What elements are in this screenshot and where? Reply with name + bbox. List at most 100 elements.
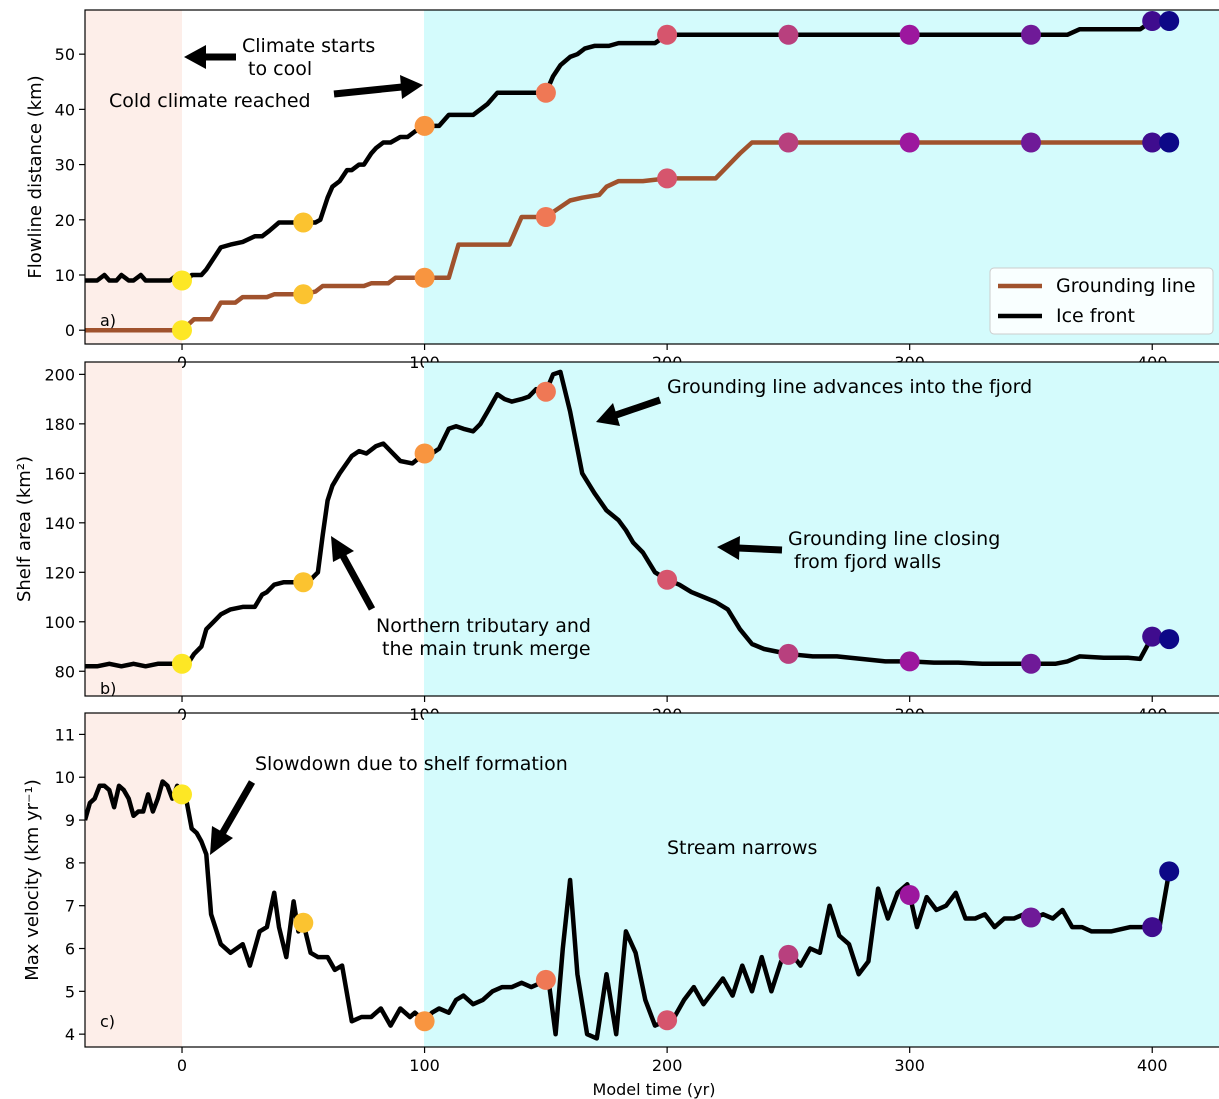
time-marker — [1142, 132, 1163, 153]
time-marker — [535, 207, 556, 227]
y-tick-label: 30 — [55, 156, 75, 175]
annotation-tributary-merge-arrowhead — [331, 536, 354, 562]
annotation-gl-closing-arrow — [737, 544, 783, 554]
x-tick-label: 400 — [1137, 1056, 1168, 1075]
shelf-area-markers — [172, 381, 1180, 674]
time-marker — [1021, 132, 1041, 153]
x-tick-label: 0 — [177, 705, 187, 724]
time-marker — [414, 267, 435, 288]
cold-period-shading — [424, 713, 1219, 1047]
y-tick-label: 160 — [44, 464, 75, 483]
time-marker — [1142, 917, 1163, 938]
time-marker — [1159, 629, 1180, 650]
time-marker — [172, 653, 192, 674]
annotation-gl-closing: Grounding line closing from fjord walls — [717, 528, 1000, 573]
panel-a-label: a) — [100, 311, 116, 330]
legend-box — [989, 267, 1214, 335]
y-tick-label: 9 — [65, 811, 75, 830]
time-marker — [899, 132, 920, 153]
time-marker — [778, 643, 799, 664]
time-marker — [657, 24, 678, 45]
y-tick-label: 6 — [65, 940, 75, 959]
time-marker — [535, 969, 556, 990]
annotation-tributary-merge: Northern tributary and the main trunk me… — [331, 536, 591, 660]
time-marker — [293, 912, 314, 933]
annotation-cold-reached-arrow — [333, 83, 403, 98]
annotation-climate-cools-arrowhead — [184, 45, 206, 69]
time-marker — [778, 24, 799, 45]
time-marker — [414, 115, 435, 136]
ice-front-markers — [172, 11, 1180, 291]
time-marker — [1021, 24, 1041, 45]
time-marker — [293, 284, 314, 305]
y-tick-label: 8 — [65, 854, 75, 873]
time-marker — [899, 651, 920, 672]
panel-a-frame — [84, 9, 1219, 345]
annotation-gl-advances-line-1: Grounding line advances into the fjord — [667, 376, 1032, 398]
panel-c-label: c) — [100, 1012, 115, 1031]
annotation-climate-cools-line-1: Climate starts — [242, 35, 375, 57]
y-tick-label: 10 — [55, 768, 75, 787]
y-tick-label: 200 — [44, 365, 75, 384]
time-marker — [1142, 11, 1163, 31]
panel-b-y-axis-label: Shelf area (km²) — [14, 456, 35, 602]
panel-b-background — [85, 362, 1219, 696]
time-marker — [657, 168, 678, 189]
time-marker — [778, 132, 799, 153]
y-tick-label: 5 — [65, 982, 75, 1001]
max-velocity-line — [85, 779, 1172, 1041]
x-tick-label: 200 — [652, 1056, 683, 1075]
panel-b-y-ticks: 80 100 120 140 160 180 200 — [44, 365, 85, 681]
time-marker — [172, 270, 192, 291]
annotation-cold-reached-arrowhead — [400, 75, 423, 99]
x-tick-label: 0 — [177, 1056, 187, 1075]
grounding-line-line — [85, 140, 1170, 333]
panel-c-background — [85, 713, 1219, 1047]
time-marker — [899, 885, 920, 905]
annotation-cold-reached: Cold climate reached — [109, 75, 423, 112]
grounding-line-markers — [172, 132, 1180, 341]
y-tick-label: 140 — [44, 514, 75, 533]
y-tick-label: 40 — [55, 100, 75, 119]
panel-b-label: b) — [100, 679, 116, 698]
time-marker — [172, 320, 192, 341]
y-tick-label: 50 — [55, 45, 75, 64]
shelf-area-line — [85, 369, 1170, 669]
time-marker — [535, 82, 556, 103]
annotation-gl-advances-arrowhead — [596, 403, 620, 426]
time-marker — [657, 569, 678, 590]
annotation-gl-closing-arrowhead — [717, 536, 740, 560]
time-marker — [657, 1010, 678, 1031]
cold-period-shading — [424, 362, 1219, 696]
warm-period-shading — [85, 10, 182, 344]
max-velocity-markers — [172, 784, 1180, 1032]
time-marker — [293, 572, 314, 593]
time-marker — [1142, 626, 1163, 647]
panel-c-y-axis-label: Max velocity (km yr⁻¹) — [22, 779, 43, 981]
time-marker — [414, 1011, 435, 1032]
time-marker — [899, 24, 920, 45]
time-marker — [1159, 132, 1180, 153]
annotation-gl-advances-arrow — [614, 396, 662, 419]
panel-b-frame — [84, 361, 1219, 697]
annotation-tributary-merge-line-1: Northern tributary and — [376, 615, 591, 637]
annotation-slowdown-line-1: Slowdown due to shelf formation — [255, 753, 568, 775]
y-tick-label: 4 — [65, 1025, 75, 1044]
time-marker — [535, 381, 556, 402]
annotation-slowdown: Slowdown due to shelf formation — [210, 753, 568, 855]
panel-c-y-ticks: 4 5 6 7 8 9 10 11 — [55, 725, 85, 1044]
y-tick-label: 180 — [44, 415, 75, 434]
x-axis-label: Model time (yr) — [593, 1080, 716, 1099]
time-marker — [172, 784, 192, 805]
annotation-stream-narrows-line-1: Stream narrows — [667, 837, 817, 859]
annotation-gl-closing-line-1: Grounding line closing — [788, 528, 1000, 550]
time-marker — [1159, 11, 1180, 31]
annotation-slowdown-arrowhead — [210, 826, 233, 855]
y-tick-label: 11 — [55, 725, 75, 744]
legend-grounding-line-label: Grounding line — [1056, 275, 1196, 297]
time-marker — [414, 443, 435, 464]
panel-a-y-axis-label: Flowline distance (km) — [25, 75, 46, 278]
annotation-tributary-merge-line-2: the main trunk merge — [376, 638, 591, 660]
